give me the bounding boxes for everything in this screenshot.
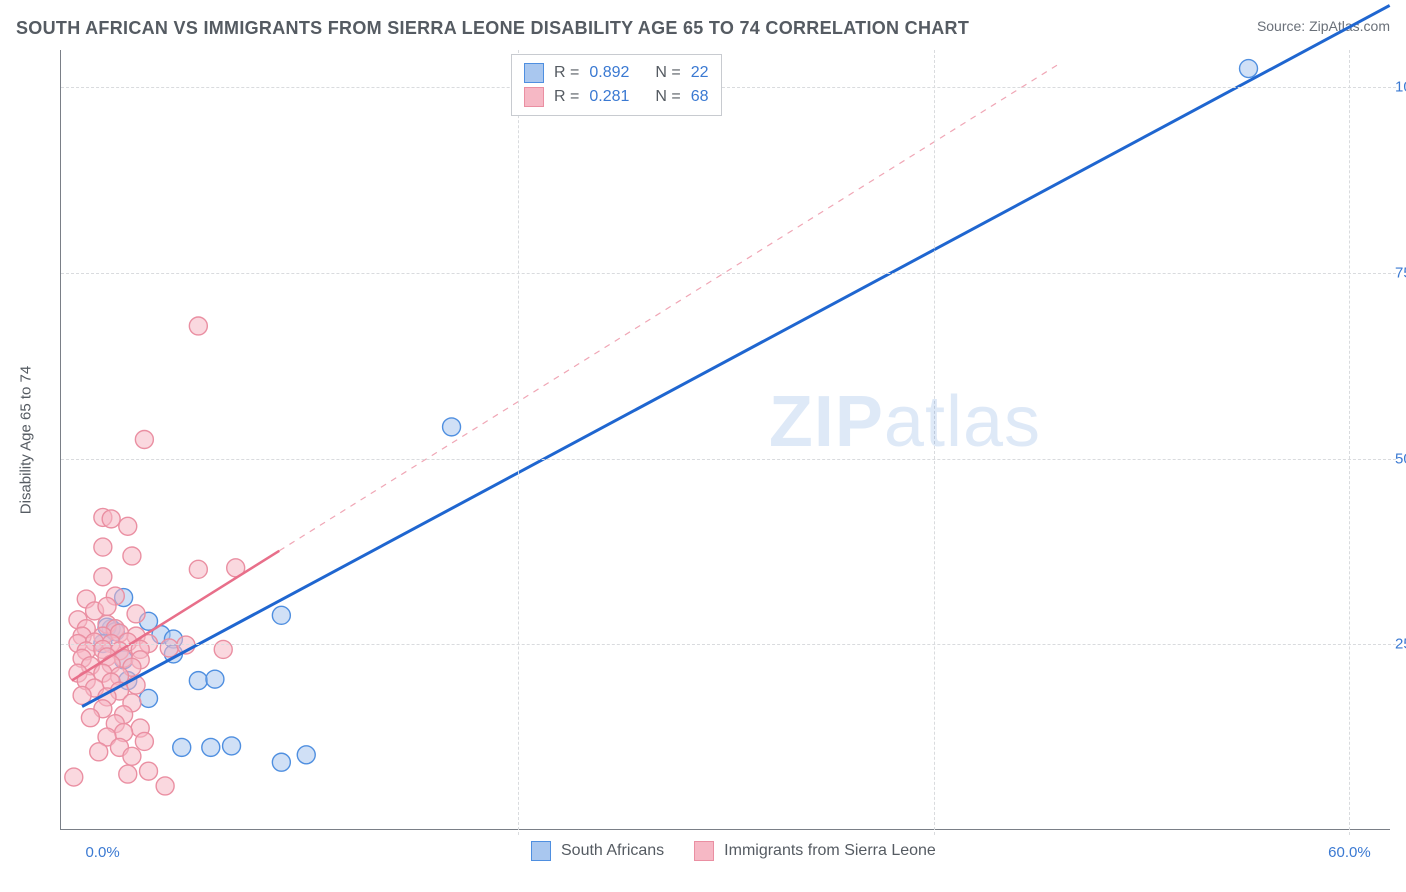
gridline-vertical [518, 50, 519, 835]
legend-n-label: N = [655, 88, 680, 106]
scatter-point [65, 768, 83, 786]
legend-series-label: Immigrants from Sierra Leone [724, 842, 936, 860]
scatter-point [94, 538, 112, 556]
chart-title: SOUTH AFRICAN VS IMMIGRANTS FROM SIERRA … [16, 18, 969, 39]
scatter-point [94, 568, 112, 586]
legend-correlation: R = 0.892 N = 22 R = 0.281 N = 68 [511, 54, 722, 116]
scatter-point [223, 737, 241, 755]
legend-r-label: R = [554, 88, 579, 106]
scatter-point [214, 640, 232, 658]
legend-swatch [531, 841, 551, 861]
plot-svg [61, 50, 1390, 829]
y-tick-label: 50.0% [1395, 450, 1406, 467]
scatter-point [173, 738, 191, 756]
legend-series-item: Immigrants from Sierra Leone [694, 841, 936, 861]
scatter-point [272, 753, 290, 771]
legend-series-item: South Africans [531, 841, 664, 861]
scatter-point [443, 418, 461, 436]
legend-r-value: 0.281 [589, 88, 629, 106]
gridline-horizontal [61, 87, 1396, 88]
scatter-point [206, 670, 224, 688]
trend-line-extension [279, 65, 1057, 551]
gridline-horizontal [61, 273, 1396, 274]
chart-source: Source: ZipAtlas.com [1257, 18, 1390, 34]
scatter-point [127, 605, 145, 623]
legend-n-label: N = [655, 64, 680, 82]
y-tick-label: 25.0% [1395, 636, 1406, 653]
x-tick-label: 0.0% [85, 844, 119, 861]
y-tick-label: 100.0% [1395, 79, 1406, 96]
legend-correlation-row: R = 0.281 N = 68 [524, 85, 709, 109]
chart-header: SOUTH AFRICAN VS IMMIGRANTS FROM SIERRA … [16, 18, 1390, 39]
gridline-horizontal [61, 459, 1396, 460]
legend-swatch [524, 87, 544, 107]
legend-swatch [694, 841, 714, 861]
scatter-point [119, 765, 137, 783]
scatter-point [123, 747, 141, 765]
legend-swatch [524, 63, 544, 83]
scatter-point [160, 639, 178, 657]
scatter-point [135, 431, 153, 449]
y-axis-title: Disability Age 65 to 74 [18, 366, 35, 514]
scatter-point [156, 777, 174, 795]
y-tick-label: 75.0% [1395, 264, 1406, 281]
scatter-point [297, 746, 315, 764]
scatter-point [189, 672, 207, 690]
scatter-point [123, 547, 141, 565]
scatter-point [81, 709, 99, 727]
scatter-point [135, 732, 153, 750]
scatter-point [102, 510, 120, 528]
chart-container: SOUTH AFRICAN VS IMMIGRANTS FROM SIERRA … [0, 0, 1406, 892]
legend-n-value: 68 [691, 88, 709, 106]
legend-correlation-row: R = 0.892 N = 22 [524, 61, 709, 85]
scatter-point [140, 762, 158, 780]
x-tick-label: 60.0% [1328, 844, 1371, 861]
scatter-point [189, 560, 207, 578]
trend-line [82, 5, 1390, 706]
scatter-point [119, 517, 137, 535]
scatter-point [272, 606, 290, 624]
legend-series: South Africans Immigrants from Sierra Leo… [531, 841, 936, 861]
gridline-vertical [934, 50, 935, 835]
legend-r-label: R = [554, 64, 579, 82]
scatter-point [189, 317, 207, 335]
legend-series-label: South Africans [561, 842, 664, 860]
gridline-horizontal [61, 644, 1396, 645]
scatter-point [202, 738, 220, 756]
plot-area: 25.0%50.0%75.0%100.0%0.0%60.0%ZIPatlasR … [60, 50, 1390, 830]
scatter-point [98, 597, 116, 615]
gridline-vertical [1349, 50, 1350, 835]
scatter-point [1240, 60, 1258, 78]
scatter-point [90, 743, 108, 761]
legend-r-value: 0.892 [589, 64, 629, 82]
legend-n-value: 22 [691, 64, 709, 82]
